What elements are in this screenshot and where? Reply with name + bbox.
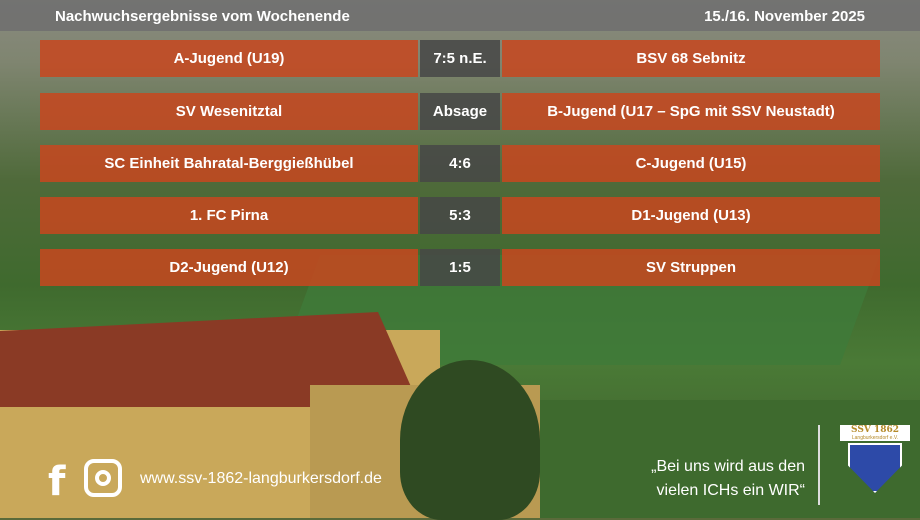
instagram-icon[interactable] xyxy=(84,459,122,497)
motto-line-1: „Bei uns wird aus den xyxy=(651,458,805,475)
divider xyxy=(818,425,820,505)
date: 15./16. November 2025 xyxy=(704,8,865,25)
motto-line-2: vielen ICHs ein WIR“ xyxy=(656,482,805,499)
club-logo: SSV 1862 Langburkersdorf e.V. xyxy=(840,425,910,505)
header-bar: Nachwuchsergebnisse vom Wochenende 15./1… xyxy=(0,0,920,31)
facebook-icon[interactable]: f xyxy=(48,459,66,505)
home-team: D2-Jugend (U12) xyxy=(40,249,418,286)
away-team: BSV 68 Sebnitz xyxy=(502,40,880,77)
home-team: 1. FC Pirna xyxy=(40,197,418,234)
score: 4:6 xyxy=(420,145,500,182)
score: Absage xyxy=(420,93,500,130)
score: 7:5 n.E. xyxy=(420,40,500,77)
away-team: SV Struppen xyxy=(502,249,880,286)
shield-icon xyxy=(848,443,902,493)
result-row: A-Jugend (U19) 7:5 n.E. BSV 68 Sebnitz xyxy=(40,40,880,77)
home-team: SC Einheit Bahratal-Berggießhübel xyxy=(40,145,418,182)
away-team: C-Jugend (U15) xyxy=(502,145,880,182)
page-title: Nachwuchsergebnisse vom Wochenende xyxy=(55,8,350,25)
logo-subtitle: Langburkersdorf e.V. xyxy=(840,435,910,441)
result-row: SC Einheit Bahratal-Berggießhübel 4:6 C-… xyxy=(40,145,880,182)
result-row: 1. FC Pirna 5:3 D1-Jugend (U13) xyxy=(40,197,880,234)
away-team: D1-Jugend (U13) xyxy=(502,197,880,234)
result-row: D2-Jugend (U12) 1:5 SV Struppen xyxy=(40,249,880,286)
club-motto: „Bei uns wird aus den vielen ICHs ein WI… xyxy=(600,455,805,503)
score: 1:5 xyxy=(420,249,500,286)
away-team: B-Jugend (U17 – SpG mit SSV Neustadt) xyxy=(502,93,880,130)
logo-title: SSV 1862 xyxy=(840,425,910,435)
score: 5:3 xyxy=(420,197,500,234)
result-row: SV Wesenitztal Absage B-Jugend (U17 – Sp… xyxy=(40,93,880,130)
tree xyxy=(400,360,540,520)
home-team: SV Wesenitztal xyxy=(40,93,418,130)
home-team: A-Jugend (U19) xyxy=(40,40,418,77)
website-link[interactable]: www.ssv-1862-langburkersdorf.de xyxy=(140,470,382,487)
